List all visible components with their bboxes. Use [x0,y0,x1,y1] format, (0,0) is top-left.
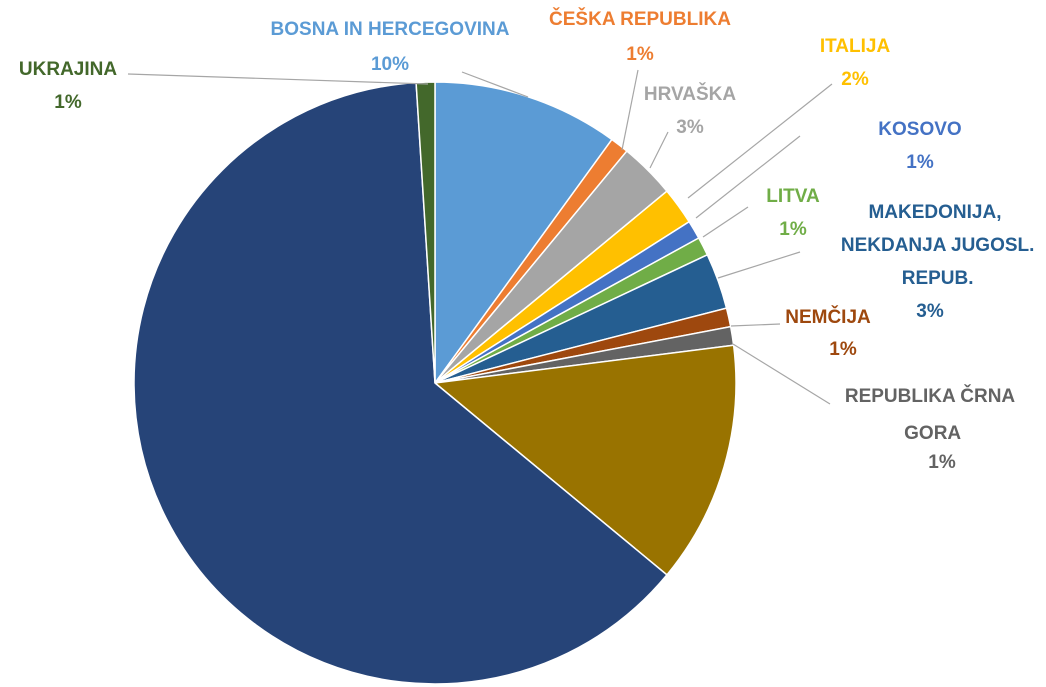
slice-value-label: 1% [906,152,934,173]
slice-label: ITALIJA [820,36,891,57]
slice-label: LITVA [766,186,820,207]
slice-label: MAKEDONIJA, NEKDANJA JUGOSL. REPUB. [836,202,1035,289]
slice-value-label: 1% [829,339,857,360]
slice-label: NEMČIJA [785,306,871,328]
leader-line [649,131,669,169]
leader-line [730,323,781,327]
slice-label: ČEŠKA REPUBLIKA [549,8,731,30]
slice-label: UKRAJINA [19,59,117,80]
slice-value-label: 10% [371,54,409,75]
slice-value-label: 2% [841,69,869,90]
pie-slice [415,81,436,384]
pie-slice [133,81,668,685]
slice-value-label: 1% [928,452,956,473]
slice-value-label: 1% [54,92,82,113]
leader-line [717,251,801,279]
slice-label: REPUBLIKA ČRNA GORA [845,385,1016,444]
slice-label: KOSOVO [878,119,961,140]
slice-value-label: 1% [779,219,807,240]
slice-label: HRVAŠKA [644,83,736,105]
slice-value-label: 3% [916,301,944,322]
leader-line [621,69,639,151]
leader-line [127,73,429,85]
slice-value-label: 3% [676,117,704,138]
leader-line [695,135,801,219]
leader-line [732,343,831,405]
leader-line [687,83,833,199]
slice-label: BOSNA IN HERCEGOVINA [271,19,510,40]
pie-slice [433,344,737,576]
leader-line [702,206,749,238]
leader-line [461,71,529,98]
slice-value-label: 1% [626,44,654,65]
